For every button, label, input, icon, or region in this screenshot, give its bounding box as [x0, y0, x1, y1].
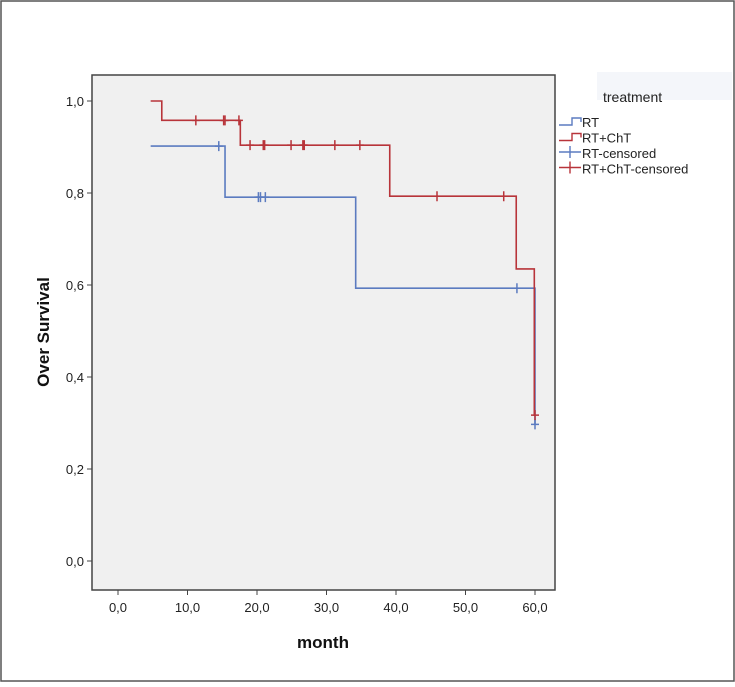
x-tick-label: 60,0: [522, 600, 547, 615]
censor-mark: [531, 410, 539, 421]
censor-mark: [246, 140, 255, 151]
censor-mark: [531, 419, 539, 430]
y-tick-label: 0,8: [66, 186, 84, 201]
legend-title: treatment: [603, 89, 662, 105]
x-tick-label: 30,0: [314, 600, 339, 615]
x-tick-label: 50,0: [453, 600, 478, 615]
legend-censor-icon: [559, 161, 581, 174]
x-tick-label: 10,0: [175, 600, 200, 615]
x-tick-label: 40,0: [383, 600, 408, 615]
legend-step-icon: [559, 117, 582, 126]
x-axis: 0,0 10,0 20,0 30,0 40,0 50,0 60,0: [109, 590, 548, 615]
censor-mark: [221, 115, 230, 126]
y-tick-label: 0,2: [66, 462, 84, 477]
censor-mark: [499, 191, 508, 202]
y-axis: 0,0 0,2 0,4 0,6 0,8 1,0: [66, 94, 92, 569]
series-group: [150, 100, 539, 430]
censor-mark: [260, 140, 269, 151]
legend: treatment RTRT+ChTRT-censoredRT+ChT-cens…: [559, 72, 732, 177]
y-tick-label: 1,0: [66, 94, 84, 109]
legend-censor-icon: [559, 146, 581, 158]
censor-mark: [300, 140, 309, 151]
x-axis-label: month: [297, 633, 349, 652]
series-rt-cht: [150, 100, 539, 421]
y-axis-label: Over Survival: [34, 277, 53, 387]
censor-mark: [261, 192, 270, 203]
plot-area: [91, 74, 556, 591]
censor-mark: [330, 140, 339, 151]
legend-ghost-box: [597, 72, 732, 100]
legend-step-icon: [559, 132, 582, 142]
censor-mark: [433, 191, 442, 202]
legend-label: RT-censored: [582, 146, 656, 161]
legend-entry: RT+ChT-censored: [559, 161, 688, 177]
y-tick-label: 0,4: [66, 370, 84, 385]
censor-mark: [234, 115, 243, 126]
censor-mark: [214, 141, 223, 152]
censor-mark: [512, 283, 521, 294]
censor-mark: [191, 115, 200, 126]
legend-label: RT: [582, 115, 599, 130]
y-tick-label: 0,0: [66, 554, 84, 569]
x-tick-label: 20,0: [244, 600, 269, 615]
x-tick-label: 0,0: [109, 600, 127, 615]
y-tick-label: 0,6: [66, 278, 84, 293]
legend-label: RT+ChT: [582, 131, 631, 146]
legend-entry: RT-censored: [559, 146, 656, 161]
censor-mark: [287, 140, 296, 151]
legend-entry: RT: [559, 115, 599, 130]
legend-label: RT+ChT-censored: [582, 162, 688, 177]
censor-mark: [355, 140, 364, 151]
legend-entry: RT+ChT: [559, 131, 631, 146]
survival-step-line: [150, 100, 536, 416]
